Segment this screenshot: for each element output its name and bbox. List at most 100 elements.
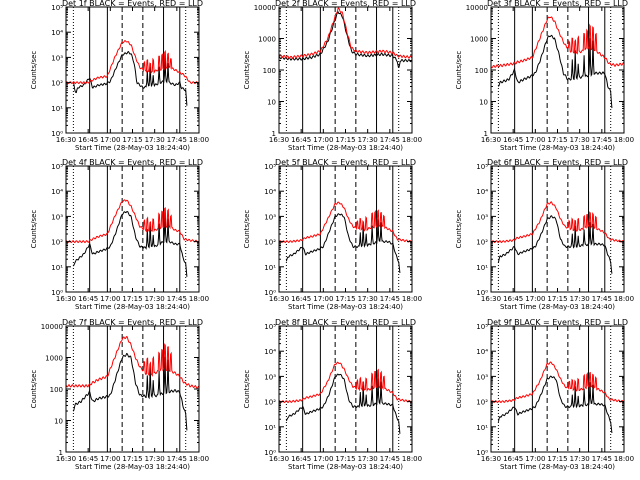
series-line-events xyxy=(497,215,613,274)
chart-title: Det 6f BLACK = Events, RED = LLD xyxy=(487,158,628,167)
chart-panel-1: Det 1f BLACK = Events, RED = LLD 16:30 16:… xyxy=(30,0,209,152)
y-tick-label: 10² xyxy=(51,239,63,247)
series-line-events xyxy=(497,375,613,434)
y-axis-label: Counts/sec xyxy=(30,370,38,409)
chart-title: Det 8f BLACK = Events, RED = LLD xyxy=(275,318,416,327)
y-tick-label: 1000 xyxy=(258,36,276,44)
y-tick-label: 100 xyxy=(50,386,63,394)
x-tick-label: 17:45 xyxy=(592,295,612,303)
x-tick-label: 17:00 xyxy=(100,136,120,144)
y-axis-label: Counts/sec xyxy=(243,210,251,249)
y-tick-label: 10⁴ xyxy=(51,29,63,37)
y-tick-label: 10⁵ xyxy=(264,163,276,171)
x-tick-label: 17:45 xyxy=(380,295,400,303)
series-line-lld xyxy=(65,335,199,389)
x-tick-label: 17:45 xyxy=(592,136,612,144)
x-axis-label: Start Time (28-May-03 18:24:40) xyxy=(500,463,615,471)
y-tick-label: 10³ xyxy=(264,213,276,221)
x-tick-label: 18:00 xyxy=(402,455,422,463)
x-axis-label: Start Time (28-May-03 18:24:40) xyxy=(75,144,190,152)
y-tick-label: 10⁵ xyxy=(51,163,63,171)
plot-frame xyxy=(278,165,413,293)
y-tick-label: 10 xyxy=(479,99,488,107)
x-tick-label: 18:00 xyxy=(189,136,209,144)
series-line-lld xyxy=(278,7,413,59)
series-line-events xyxy=(72,50,188,106)
x-tick-label: 17:15 xyxy=(547,455,567,463)
x-tick-label: 18:00 xyxy=(189,455,209,463)
x-tick-label: 18:00 xyxy=(189,295,209,303)
y-tick-label: 10⁵ xyxy=(51,4,63,12)
y-tick-label: 10¹ xyxy=(264,424,276,432)
y-axis-label: Counts/sec xyxy=(243,370,251,409)
chart-panel-5: Det 5f BLACK = Events, RED = LLD 16:30 16:… xyxy=(243,158,422,311)
x-axis-label: Start Time (28-May-03 18:24:40) xyxy=(288,144,403,152)
x-tick-label: 16:30 xyxy=(56,455,76,463)
plot-frame xyxy=(490,165,625,293)
chart-panel-4: Det 4f BLACK = Events, RED = LLD 16:30 16:… xyxy=(30,158,209,311)
x-tick-label: 17:30 xyxy=(145,295,165,303)
y-tick-label: 10⁴ xyxy=(264,348,276,356)
y-tick-label: 10³ xyxy=(264,373,276,381)
y-tick-label: 100 xyxy=(475,67,488,75)
y-tick-label: 10 xyxy=(54,418,63,426)
x-tick-label: 17:15 xyxy=(547,295,567,303)
x-tick-label: 16:30 xyxy=(269,136,289,144)
x-axis-label: Start Time (28-May-03 18:24:40) xyxy=(288,303,403,311)
plot-frame xyxy=(490,325,625,453)
y-axis-label: Counts/sec xyxy=(455,370,463,409)
y-tick-label: 100 xyxy=(263,67,276,75)
x-tick-label: 18:00 xyxy=(614,295,634,303)
y-tick-label: 10¹ xyxy=(476,264,488,272)
chart-panel-8: Det 8f BLACK = Events, RED = LLD 16:30 16:… xyxy=(243,318,422,471)
chart-title: Det 4f BLACK = Events, RED = LLD xyxy=(62,158,203,167)
chart-title: Det 2f BLACK = Events, RED = LLD xyxy=(275,0,416,8)
y-tick-label: 10⁰ xyxy=(51,289,63,297)
y-tick-label: 10⁵ xyxy=(264,323,276,331)
plot-frame xyxy=(65,165,200,293)
x-tick-label: 18:00 xyxy=(614,455,634,463)
y-tick-label: 10³ xyxy=(476,213,488,221)
y-tick-label: 10⁵ xyxy=(476,323,488,331)
x-tick-label: 17:15 xyxy=(335,295,355,303)
x-tick-label: 16:30 xyxy=(481,136,501,144)
series-line-lld xyxy=(278,201,412,244)
y-tick-label: 10⁵ xyxy=(476,163,488,171)
x-tick-label: 17:00 xyxy=(525,295,545,303)
series-line-lld xyxy=(65,199,200,244)
x-tick-label: 16:45 xyxy=(503,136,523,144)
x-tick-label: 16:30 xyxy=(481,295,501,303)
series-line-lld xyxy=(490,361,625,404)
y-tick-label: 10⁴ xyxy=(51,188,63,196)
y-tick-label: 10⁴ xyxy=(476,348,488,356)
x-tick-label: 17:15 xyxy=(547,136,567,144)
chart-panel-7: Det 7f BLACK = Events, RED = LLD 16:30 16:… xyxy=(30,318,209,471)
y-tick-label: 1 xyxy=(59,449,63,457)
y-tick-label: 10000 xyxy=(254,4,276,12)
y-tick-label: 10² xyxy=(264,399,276,407)
chart-title: Det 3f BLACK = Events, RED = LLD xyxy=(487,0,628,8)
series-line-lld xyxy=(490,16,625,69)
x-tick-label: 17:45 xyxy=(592,455,612,463)
x-tick-label: 17:30 xyxy=(570,136,590,144)
chart-title: Det 1f BLACK = Events, RED = LLD xyxy=(62,0,203,8)
x-tick-label: 17:00 xyxy=(100,455,120,463)
series-line-events xyxy=(285,373,401,434)
series-line-events xyxy=(72,353,188,431)
y-tick-label: 10⁰ xyxy=(264,289,276,297)
x-tick-label: 17:00 xyxy=(100,295,120,303)
y-tick-label: 10² xyxy=(476,239,488,247)
x-axis-label: Start Time (28-May-03 18:24:40) xyxy=(500,144,615,152)
x-tick-label: 18:00 xyxy=(402,136,422,144)
x-tick-label: 16:45 xyxy=(78,136,98,144)
y-tick-label: 10000 xyxy=(466,4,488,12)
y-tick-label: 10¹ xyxy=(476,424,488,432)
x-tick-label: 16:30 xyxy=(56,136,76,144)
x-tick-label: 17:00 xyxy=(313,455,333,463)
chart-title: Det 7f BLACK = Events, RED = LLD xyxy=(62,318,203,327)
plot-frame xyxy=(490,6,625,134)
y-tick-label: 10⁴ xyxy=(476,188,488,196)
plot-frame xyxy=(65,325,200,453)
x-tick-label: 16:30 xyxy=(481,455,501,463)
y-tick-label: 10¹ xyxy=(51,264,63,272)
